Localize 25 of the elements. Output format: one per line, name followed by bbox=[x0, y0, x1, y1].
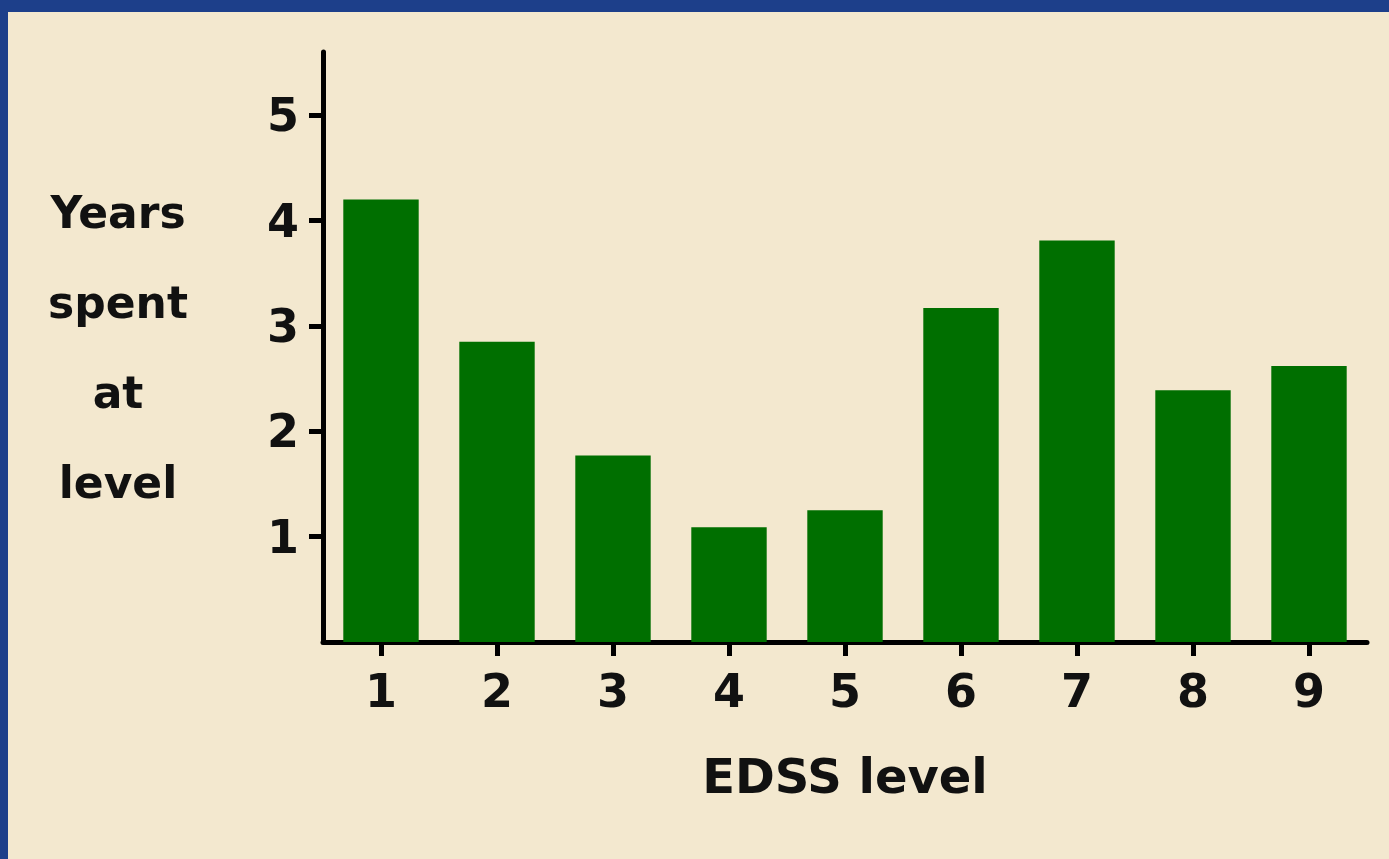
x-tick-label: 6 bbox=[944, 664, 978, 718]
x-tick-label: 9 bbox=[1292, 664, 1326, 718]
y-axis-title: Years spent at level bbox=[48, 186, 188, 508]
bar bbox=[923, 308, 999, 642]
y-tick-label: 3 bbox=[266, 298, 299, 353]
x-tick-label: 5 bbox=[828, 664, 862, 718]
bar bbox=[459, 341, 535, 642]
bar bbox=[1039, 240, 1115, 642]
y-tick-label: 1 bbox=[266, 509, 299, 564]
bar bbox=[807, 510, 883, 642]
bar bbox=[575, 455, 651, 642]
bar bbox=[1155, 390, 1231, 642]
y-tick-label: 5 bbox=[266, 88, 299, 143]
y-tick-label: 4 bbox=[266, 193, 299, 248]
x-tick-label: 7 bbox=[1060, 664, 1094, 718]
x-tick-label: 8 bbox=[1176, 664, 1210, 718]
bar bbox=[691, 527, 767, 642]
x-axis-title: EDSS level bbox=[702, 748, 988, 804]
bar bbox=[1271, 365, 1347, 642]
x-tick-label: 3 bbox=[596, 664, 630, 718]
bar bbox=[343, 199, 419, 642]
x-tick-label: 2 bbox=[480, 664, 514, 718]
x-tick-label: 4 bbox=[712, 664, 746, 718]
y-tick-label: 2 bbox=[266, 404, 299, 459]
x-tick-label: 1 bbox=[364, 664, 398, 718]
